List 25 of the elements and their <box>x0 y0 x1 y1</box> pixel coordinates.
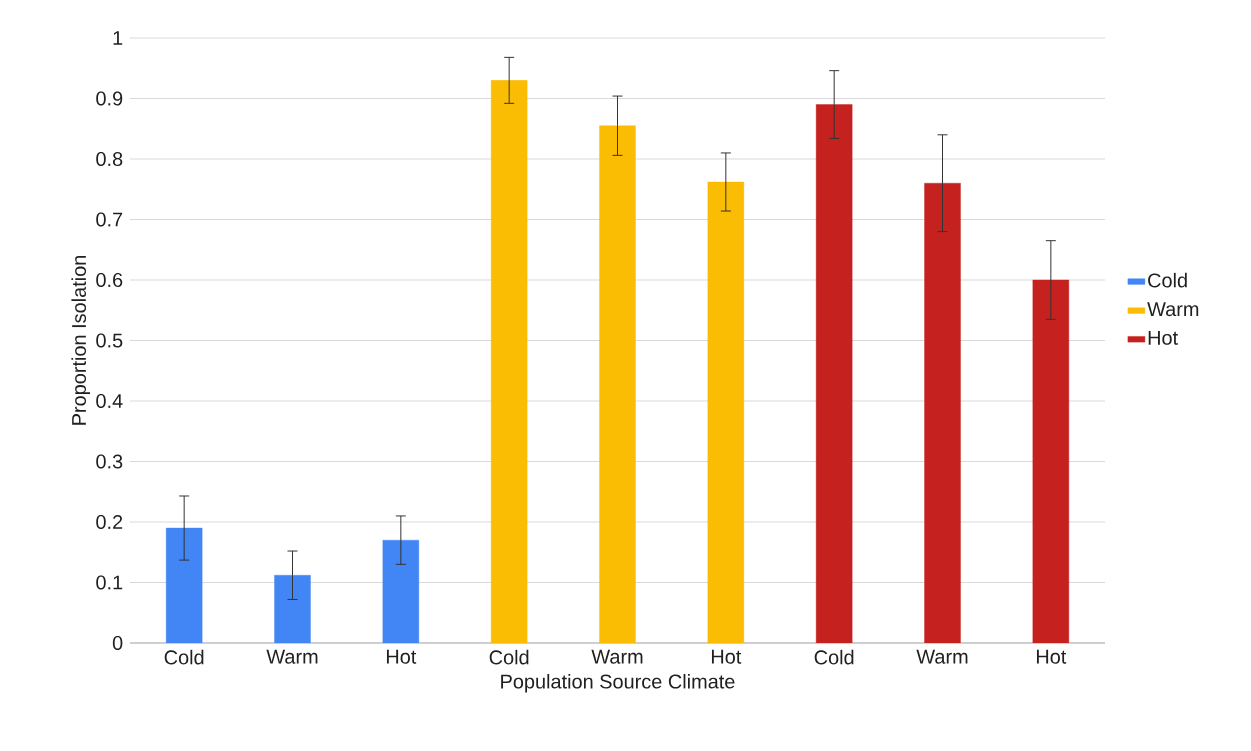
y-tick-label: 0.8 <box>96 151 123 167</box>
y-tick-label: 0.4 <box>96 393 123 409</box>
x-axis-title: Population Source Climate <box>501 673 735 693</box>
x-tick-label: Hot <box>711 649 742 664</box>
legend-label: Cold <box>1148 272 1187 288</box>
x-tick-label: Cold <box>164 649 204 665</box>
x-tick-label: Warm <box>591 649 643 664</box>
y-tick-label: 0.7 <box>96 212 123 227</box>
y-tick-label: 0.6 <box>96 272 123 288</box>
x-tick-label: Hot <box>1036 649 1067 664</box>
legend-label: Hot <box>1148 330 1178 345</box>
y-tick-label: 0.1 <box>96 575 123 590</box>
legend-label: Warm <box>1147 302 1199 317</box>
y-tick-label: 0.3 <box>96 454 123 469</box>
y-tick-label: 0 <box>112 635 123 651</box>
y-tick-label: 1 <box>113 31 123 45</box>
x-tick-label: Warm <box>266 649 318 664</box>
x-tick-label: Cold <box>814 649 854 665</box>
y-tick-label: 0.9 <box>96 91 123 106</box>
x-tick-label: Warm <box>916 649 968 664</box>
y-tick-label: 0.2 <box>96 514 123 530</box>
x-tick-label: Hot <box>386 649 417 664</box>
y-axis-title: Proportion Isolation <box>71 256 90 425</box>
y-tick-label: 0.5 <box>96 333 123 348</box>
x-tick-label: Cold <box>489 649 529 665</box>
